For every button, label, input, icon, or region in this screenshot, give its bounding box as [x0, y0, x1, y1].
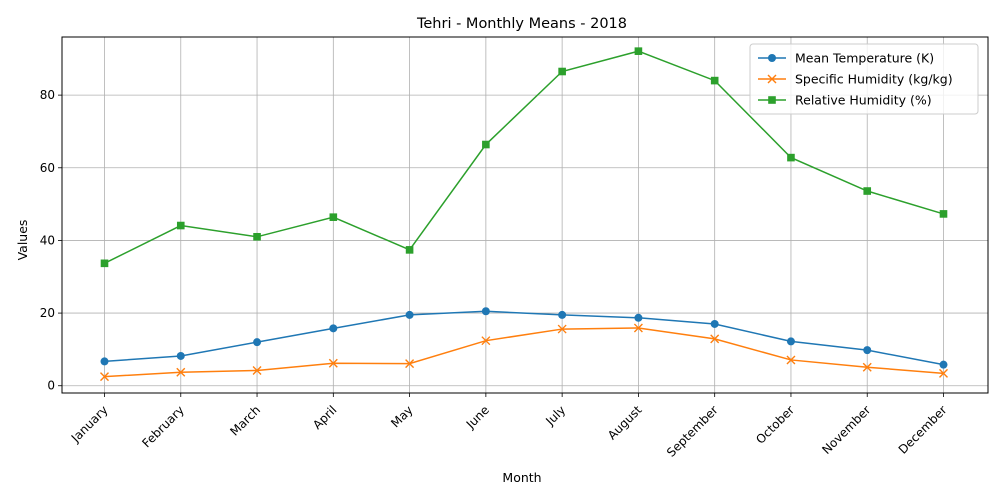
legend-box: [749, 43, 979, 115]
data-point: [253, 232, 261, 241]
legend-label: Mean Temperature (K): [795, 51, 934, 66]
x-tick-label: November: [819, 403, 873, 457]
x-tick-label: July: [542, 403, 568, 429]
data-point: [405, 359, 415, 369]
data-point: [328, 358, 338, 368]
marker-stroke: [176, 367, 186, 377]
axes: January February March April May June July Augu…: [40, 88, 950, 460]
data-point: [100, 372, 109, 382]
data-point: [253, 338, 262, 347]
chart-title: Tehri - Monthly Means - 2018: [416, 16, 627, 32]
x-tick-label: March: [227, 403, 263, 439]
data-point: [939, 360, 948, 369]
data-point: [405, 310, 414, 319]
series-line: [104, 327, 944, 378]
plot-frame: [61, 36, 989, 394]
series-line: [104, 50, 944, 264]
legend-marker: [768, 96, 776, 104]
data-point: [939, 368, 948, 378]
y-tick-label: 20: [40, 306, 55, 320]
x-tick-label: October: [753, 403, 797, 447]
marker-stroke: [481, 336, 491, 346]
data-point: [939, 210, 948, 218]
x-axis-label: Month: [502, 470, 541, 485]
x-tick-label: December: [896, 403, 950, 457]
data-point: [786, 337, 795, 346]
data-point: [100, 259, 109, 268]
y-tick-label: 40: [40, 233, 55, 247]
data-point: [329, 324, 338, 333]
marker-stroke: [767, 74, 777, 84]
data-point: [176, 367, 186, 377]
data-point: [633, 323, 643, 333]
series-layer: [100, 47, 948, 382]
data-point: [557, 324, 567, 334]
x-tick-label: January: [68, 403, 111, 446]
data-point: [481, 336, 491, 346]
series-1: [100, 307, 948, 369]
data-point: [100, 357, 109, 366]
legend-marker: [768, 54, 776, 62]
legend-marker: [767, 74, 777, 84]
x-tick-label: May: [388, 403, 415, 430]
x-tick-label: February: [139, 403, 187, 451]
data-point: [710, 334, 720, 344]
series-2: [100, 323, 948, 382]
x-tick-label: June: [463, 403, 492, 432]
data-point: [863, 187, 872, 195]
data-point: [786, 355, 796, 365]
series-3: [100, 47, 948, 268]
y-tick-label: 80: [40, 88, 55, 102]
legend-label: Specific Humidity (kg/kg): [795, 72, 953, 87]
x-tick-label: September: [664, 403, 721, 460]
data-point: [405, 246, 414, 254]
data-point: [482, 140, 490, 149]
data-point: [634, 313, 643, 322]
data-point: [481, 307, 490, 316]
data-point: [252, 365, 262, 375]
data-point: [176, 351, 185, 360]
legend-item: Mean Temperature (K): [758, 51, 934, 66]
marker-stroke: [405, 359, 415, 369]
legend-item: Specific Humidity (kg/kg): [758, 72, 953, 87]
data-point: [176, 221, 185, 230]
data-point: [863, 346, 872, 355]
y-tick-label: 60: [40, 161, 55, 175]
series-line: [104, 310, 944, 366]
legend-label: Relative Humidity (%): [795, 93, 932, 108]
y-tick-label: 0: [47, 379, 55, 393]
data-point: [634, 47, 643, 55]
marker-stroke: [557, 324, 567, 334]
data-point: [558, 67, 566, 76]
marker-stroke: [786, 355, 796, 365]
marker-stroke: [252, 365, 262, 375]
data-point: [710, 76, 719, 85]
data-point: [329, 213, 338, 221]
legend-item: Relative Humidity (%): [758, 93, 932, 108]
marker-stroke: [633, 323, 643, 333]
data-point: [558, 310, 567, 319]
data-point: [710, 319, 719, 328]
x-tick-label: August: [605, 403, 645, 443]
legend: Mean Temperature (K) Specific Humidity (k…: [749, 43, 979, 115]
marker-stroke: [862, 362, 872, 372]
marker-stroke: [328, 358, 338, 368]
data-point: [787, 153, 795, 162]
x-tick-label: April: [310, 403, 339, 432]
marker-stroke: [710, 334, 720, 344]
marker-stroke: [100, 372, 109, 382]
y-axis-label: Values: [15, 220, 30, 261]
marker-stroke: [939, 368, 948, 378]
data-point: [862, 362, 872, 372]
